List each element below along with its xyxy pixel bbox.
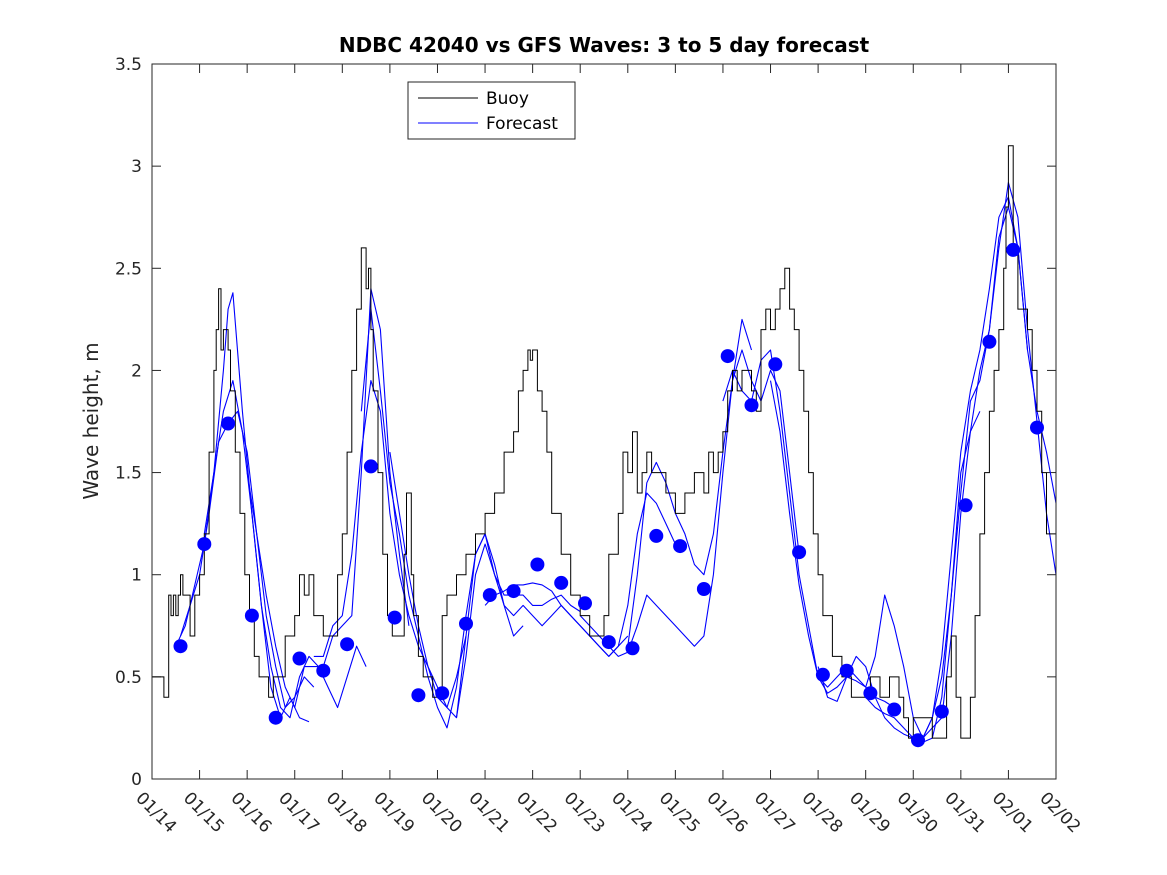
forecast-marker: [316, 663, 331, 678]
forecast-marker: [982, 334, 997, 349]
forecast-marker: [506, 584, 521, 599]
series-layer: [152, 145, 1057, 743]
forecast-marker: [792, 545, 807, 560]
marker-layer: [173, 242, 1044, 748]
forecast-marker: [768, 357, 783, 372]
plot-area: [152, 64, 1056, 779]
legend-box: [407, 81, 576, 140]
y-tick-label: 2: [131, 361, 142, 381]
forecast-marker: [1006, 242, 1021, 257]
y-tick-label: 1: [131, 566, 142, 586]
y-tick-labels: 0 0.5 1 1.5 2 2.5 3 3.5: [115, 55, 142, 790]
forecast-marker: [482, 588, 497, 603]
forecast-series-line: [360, 308, 524, 729]
forecast-series-line: [865, 196, 1029, 739]
forecast-marker: [934, 704, 949, 719]
forecast-marker: [411, 688, 426, 703]
forecast-series-line: [203, 380, 367, 719]
forecast-marker: [363, 459, 378, 474]
forecast-marker: [530, 557, 545, 572]
legend: Buoy Forecast: [407, 81, 576, 140]
forecast-marker: [839, 663, 854, 678]
forecast-marker: [673, 539, 688, 554]
forecast-marker: [601, 635, 616, 650]
y-tick-label: 1.5: [115, 464, 142, 484]
forecast-series-line: [246, 288, 410, 709]
forecast-marker: [197, 537, 212, 552]
forecast-series-line: [389, 452, 581, 719]
forecast-series-line: [627, 349, 800, 647]
forecast-marker: [578, 596, 592, 611]
y-tick-label: 3.5: [115, 55, 142, 75]
forecast-marker: [815, 667, 830, 682]
forecast-marker: [292, 651, 307, 666]
forecast-marker: [459, 616, 473, 631]
forecast-marker: [173, 639, 188, 654]
y-axis-label: Wave height, m: [79, 342, 103, 499]
forecast-marker: [958, 498, 973, 513]
chart-title: NDBC 42040 vs GFS Waves: 3 to 5 day fore…: [339, 33, 870, 57]
forecast-marker: [1030, 420, 1044, 435]
forecast-marker: [887, 702, 902, 717]
legend-label-buoy: Buoy: [486, 89, 529, 109]
forecast-marker: [625, 641, 640, 656]
forecast-marker: [387, 610, 402, 625]
y-tick-label: 0.5: [115, 668, 142, 688]
forecast-marker: [863, 686, 878, 701]
legend-label-forecast: Forecast: [486, 114, 558, 134]
forecast-marker: [649, 528, 664, 543]
y-tick-label: 2.5: [115, 259, 142, 279]
plot-frame: [151, 63, 1057, 780]
forecast-marker: [221, 416, 236, 431]
forecast-marker: [554, 575, 569, 590]
y-tick-label: 3: [131, 157, 142, 177]
forecast-marker: [696, 582, 711, 596]
forecast-marker: [744, 398, 759, 413]
forecast-marker: [435, 686, 450, 701]
forecast-marker: [340, 637, 355, 652]
forecast-marker: [720, 349, 735, 364]
y-tick-label: 0: [131, 770, 142, 790]
forecast-marker: [244, 608, 259, 623]
forecast-marker: [911, 733, 925, 748]
forecast-marker: [268, 710, 283, 725]
